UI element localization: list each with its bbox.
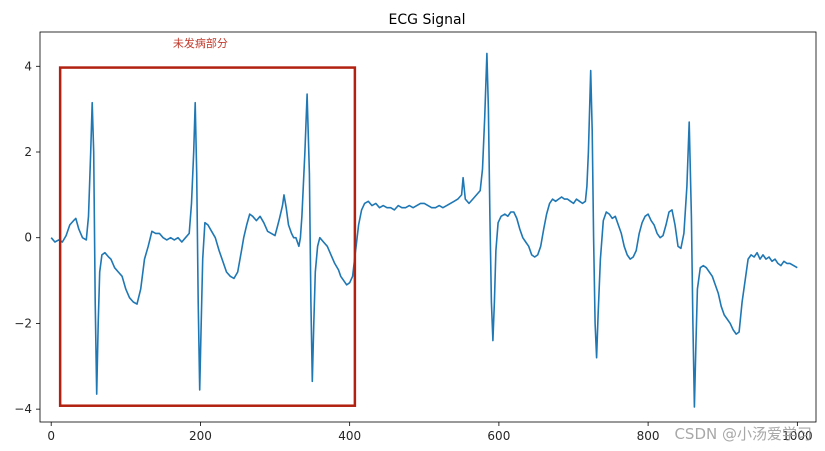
axes-frame bbox=[39, 31, 817, 423]
watermark-text: CSDN @小汤爱学习 bbox=[674, 425, 812, 443]
x-tick-label-200: 200 bbox=[189, 429, 212, 443]
y-tick-label--2: −2 bbox=[14, 316, 32, 330]
plot-area: 未发病部分 0 200 400 600 800 1000 −4 −2 0 2 4 bbox=[14, 31, 817, 443]
x-axis: 0 200 400 600 800 1000 bbox=[47, 422, 813, 443]
y-tick-label--4: −4 bbox=[14, 402, 32, 416]
annotation-label-0: 未发病部分 bbox=[173, 36, 228, 50]
y-axis: −4 −2 0 2 4 bbox=[14, 59, 40, 416]
y-tick-label-0: 0 bbox=[24, 231, 32, 245]
annotation-layer: 未发病部分 bbox=[58, 36, 357, 407]
x-tick-label-1000: 1000 bbox=[782, 429, 813, 443]
chart-title: ECG Signal bbox=[389, 12, 466, 28]
ecg-series-line-0 bbox=[50, 52, 798, 408]
annotation-box-0 bbox=[58, 66, 357, 407]
y-tick-label-2: 2 bbox=[24, 145, 32, 159]
x-tick-label-400: 400 bbox=[338, 429, 361, 443]
y-tick-label-4: 4 bbox=[24, 59, 32, 73]
x-tick-label-600: 600 bbox=[487, 429, 510, 443]
x-tick-label-0: 0 bbox=[47, 429, 55, 443]
series-layer bbox=[50, 52, 798, 408]
x-tick-label-800: 800 bbox=[637, 429, 660, 443]
